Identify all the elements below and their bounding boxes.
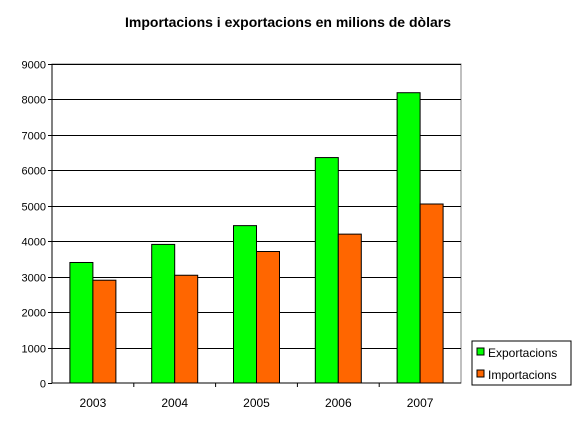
bar-importacions-2007 (419, 203, 444, 384)
y-tick-label: 9000 (22, 60, 46, 72)
x-tick-label: 2003 (80, 396, 107, 410)
y-tick-label: 6000 (22, 166, 46, 178)
y-tick-label: 4000 (22, 237, 46, 249)
chart-title: Importacions i exportacions en milions d… (125, 14, 451, 30)
bar-exportacions-2006 (314, 157, 339, 384)
bars (69, 92, 444, 384)
bar-exportacions-2007 (396, 92, 421, 384)
legend-label-importacions: Importacions (488, 368, 557, 382)
bar-exportacions-2003 (69, 261, 94, 384)
bar-exportacions-2005 (233, 225, 257, 384)
y-tick-label: 1000 (22, 344, 46, 356)
y-tick-label: 7000 (22, 131, 46, 143)
bar-importacions-2005 (256, 251, 280, 384)
legend-label-exportacions: Exportacions (488, 346, 557, 360)
legend-swatch-exportacions (476, 347, 485, 356)
legend-box (471, 340, 572, 386)
bar-importacions-2004 (174, 274, 199, 384)
gridlines (52, 64, 461, 349)
y-tick-label: 2000 (22, 308, 46, 320)
bar-importacions-2006 (337, 233, 362, 384)
x-axis-ticks: 2003 2004 2005 2006 2007 (80, 383, 434, 410)
y-tick-label: 0 (40, 379, 46, 391)
x-tick-label: 2007 (407, 396, 434, 410)
y-tick-label: 5000 (22, 202, 46, 214)
y-tick-label: 8000 (22, 95, 46, 107)
legend-swatch-importacions (476, 369, 485, 378)
y-axis-ticks: 0 1000 2000 3000 4000 5000 6000 7000 8000 9000 (22, 60, 52, 391)
x-tick-label: 2005 (243, 396, 270, 410)
x-tick-label: 2004 (161, 396, 188, 410)
x-tick-label: 2006 (325, 396, 352, 410)
legend: Exportacions Importacions (471, 340, 572, 386)
bar-exportacions-2004 (151, 243, 176, 384)
bar-importacions-2003 (92, 279, 117, 384)
plot-area: 0 1000 2000 3000 4000 5000 6000 7000 8000 9000 20… (22, 60, 462, 410)
y-tick-label: 3000 (22, 273, 46, 285)
